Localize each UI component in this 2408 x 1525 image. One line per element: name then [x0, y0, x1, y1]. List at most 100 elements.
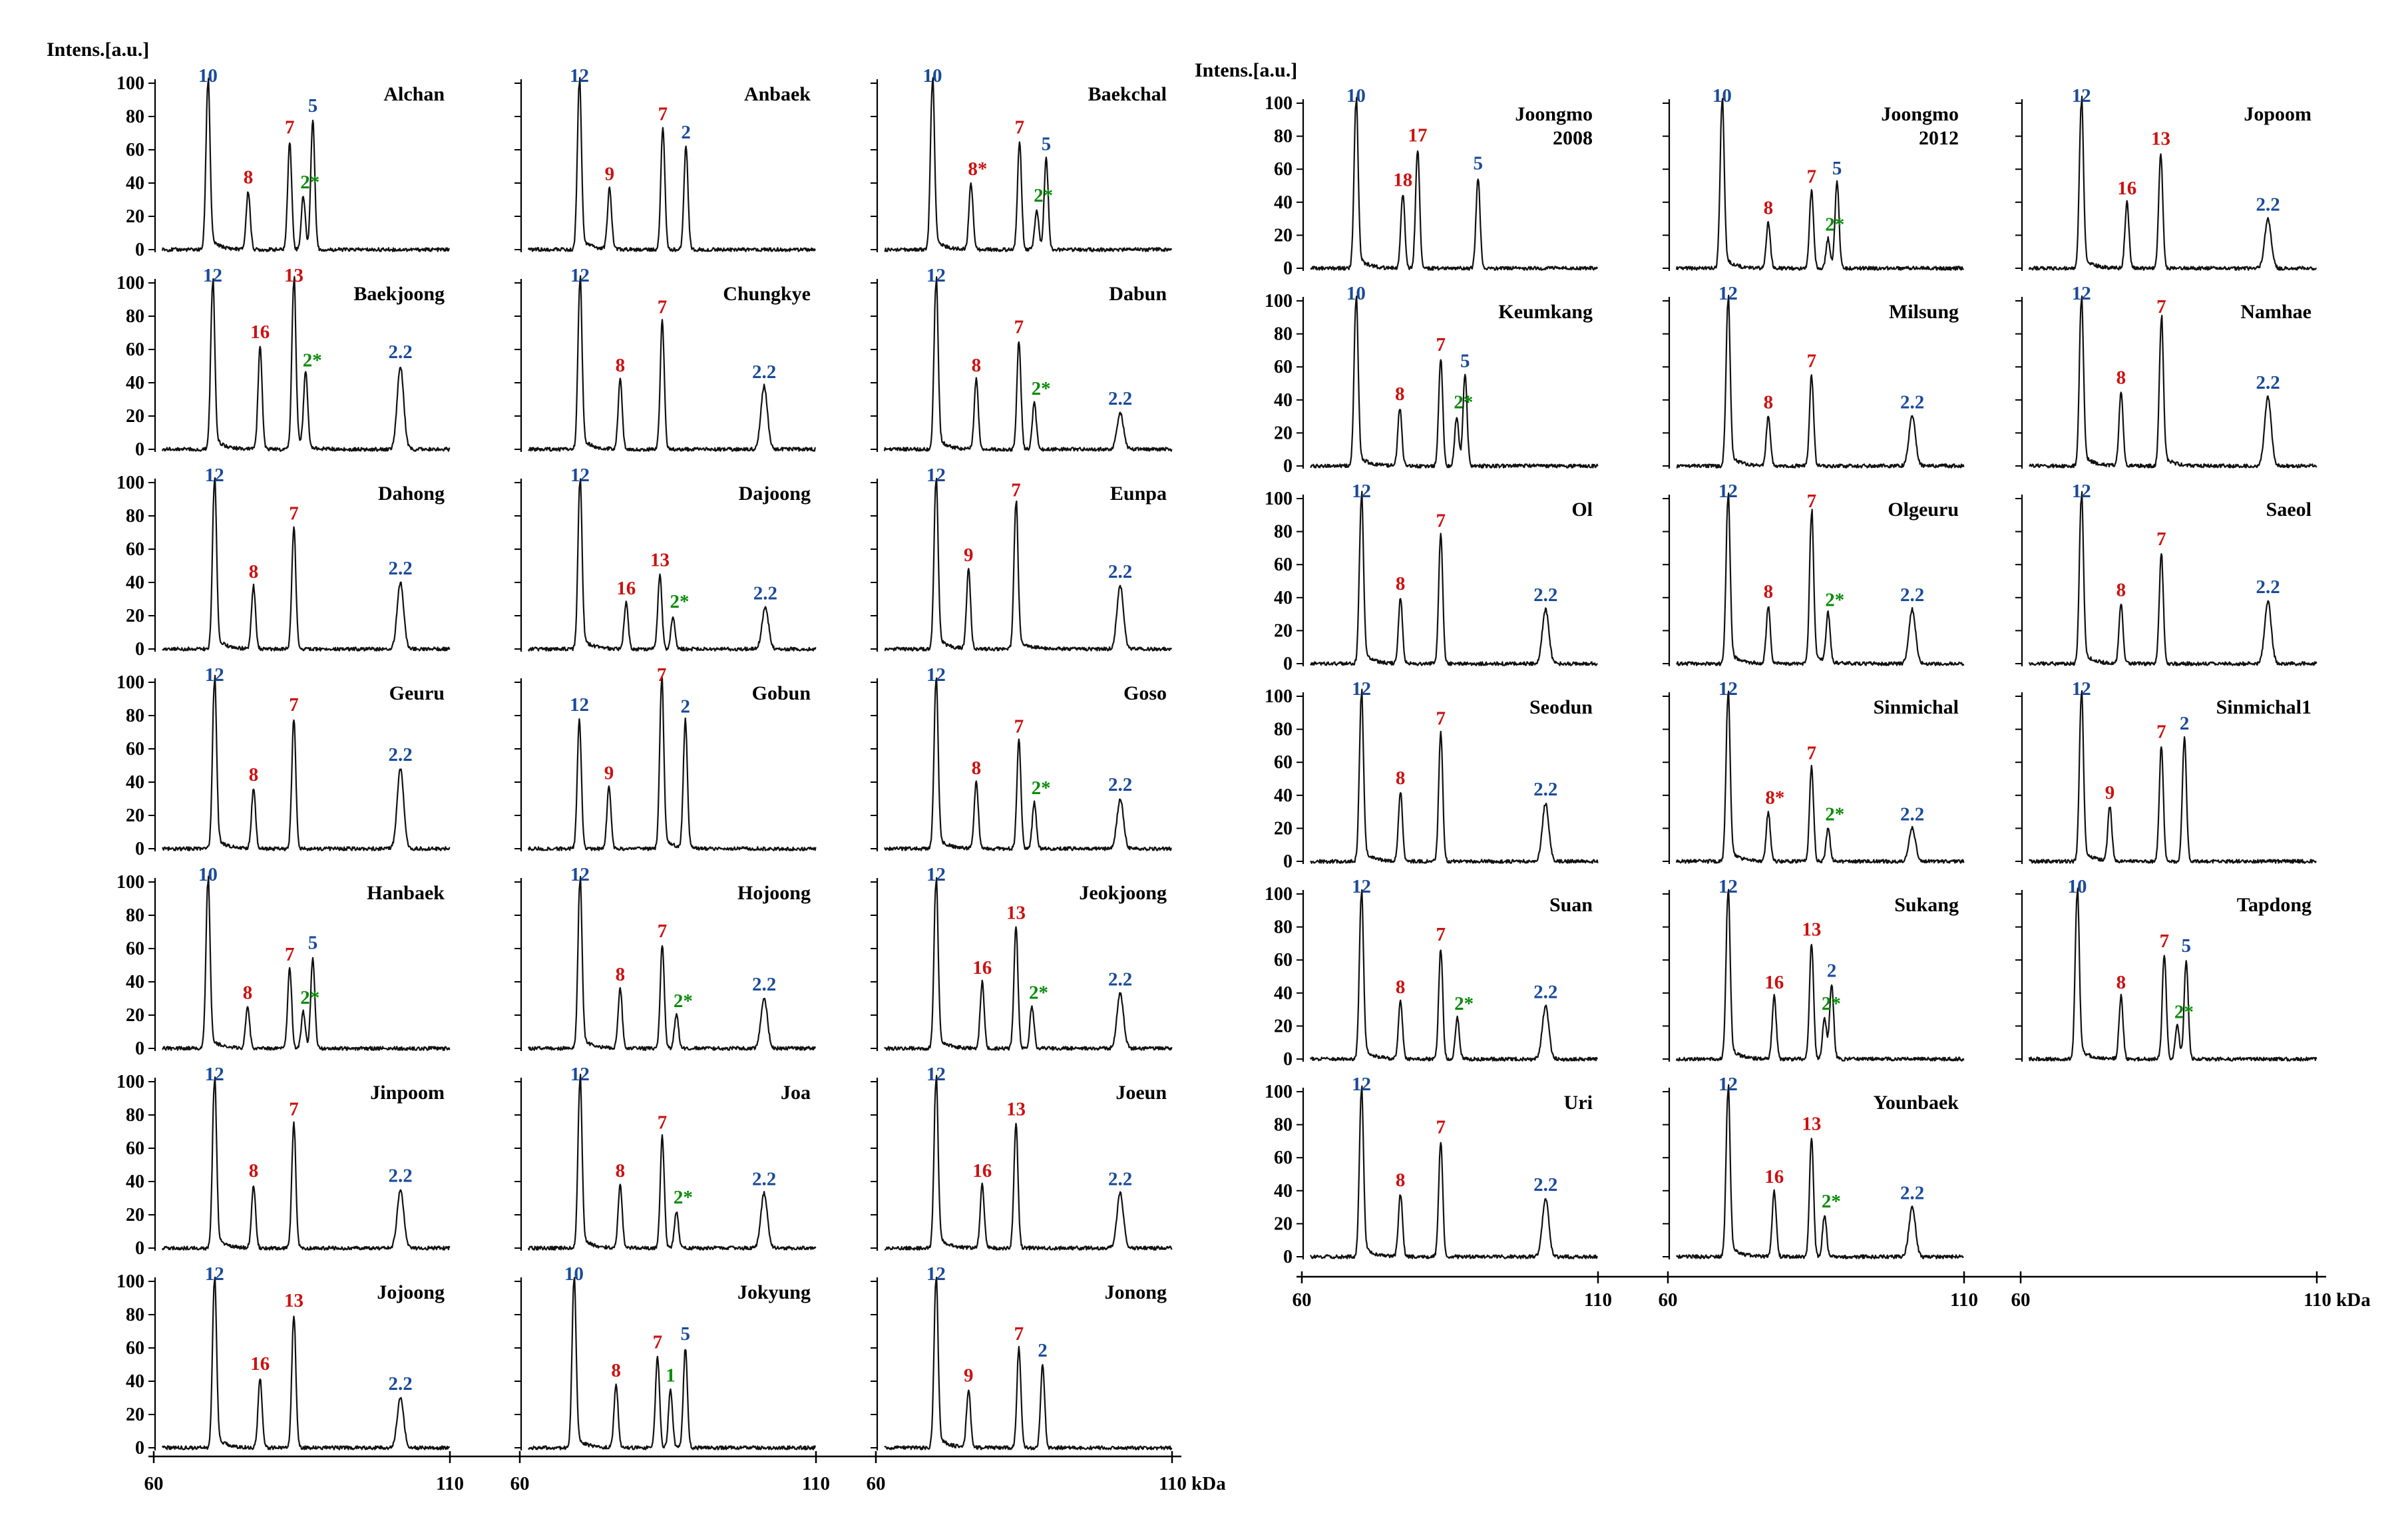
y-tick-label: 0 — [1283, 654, 1293, 674]
peak-label-2: 2 — [681, 122, 691, 143]
x-tick-label: 60 — [2011, 1289, 2031, 1311]
y-tick-label: 40 — [126, 1172, 144, 1192]
y-tick-label: 60 — [126, 939, 144, 959]
intensity-trace — [2028, 491, 2317, 666]
peak-label-8: 8 — [244, 167, 254, 188]
intensity-trace — [1676, 294, 1965, 469]
peak-label-7: 7 — [1014, 317, 1024, 338]
intensity-trace — [1675, 1084, 1964, 1259]
y-tick-label: 0 — [135, 1238, 144, 1259]
peak-label-9: 9 — [964, 545, 974, 566]
peak-label-7: 7 — [1807, 743, 1817, 764]
y-tick-label: 40 — [1274, 390, 1293, 411]
x-tick-label: 110 — [1950, 1289, 1978, 1311]
peak-label-12: 12 — [570, 65, 589, 87]
peak-label-8: 8 — [2116, 972, 2126, 993]
peak-label-2.2: 2.2 — [752, 1169, 776, 1190]
intensity-trace — [1675, 690, 1965, 864]
panel-ol: 100 80 60 40 20 0 12 8 7 2.2 Ol — [1265, 481, 1598, 674]
peak-label-2.2: 2.2 — [1533, 779, 1557, 800]
cultivar-name: Jopoom — [2244, 103, 2311, 125]
intensity-trace — [1310, 295, 1599, 469]
panel-baekjoong: 100 80 60 40 20 0 12 16 13 2* 2.2 Baekjoong — [116, 265, 451, 460]
x-tick-label: 60 — [867, 1473, 886, 1494]
peak-label-5: 5 — [1042, 134, 1052, 155]
peak-label-10: 10 — [564, 1263, 584, 1285]
peak-label-7: 7 — [2156, 296, 2166, 318]
y-tick-label: 40 — [1274, 785, 1293, 806]
peak-label-13: 13 — [1802, 1113, 1821, 1134]
y-tick-label: 100 — [1265, 686, 1293, 707]
peak-label-12: 12 — [1352, 678, 1371, 700]
panel-geuru: 100 80 60 40 20 0 12 8 7 2.2 Geuru — [116, 664, 451, 859]
panel-chungkye: 12 8 7 2.2 Chungkye — [514, 265, 816, 452]
peak-label-13: 13 — [2151, 128, 2170, 149]
peak-label-5: 5 — [1460, 351, 1470, 372]
panel-tapdong: 10 8 7 2* 5 Tapdong — [2015, 876, 2317, 1062]
peak-label-7: 7 — [285, 117, 295, 138]
y-tick-label: 100 — [116, 73, 144, 94]
peak-label-16: 16 — [1764, 1166, 1784, 1188]
peak-label-12: 12 — [205, 465, 224, 486]
cultivar-name: Sukang — [1894, 894, 1959, 916]
intensity-trace — [161, 674, 451, 851]
peak-label-16: 16 — [1764, 972, 1784, 993]
cultivar-name: Hojoong — [737, 882, 811, 904]
cultivar-name: Seodun — [1529, 696, 1593, 718]
chart-panels: 10080604020010872*5Alchan12972Anbaek108*… — [116, 65, 2317, 1458]
peak-label-12: 12 — [570, 1064, 590, 1085]
y-tick-label: 80 — [1274, 1115, 1293, 1136]
peak-label-2*: 2* — [1029, 982, 1048, 1004]
peak-label-5: 5 — [308, 933, 318, 954]
y-tick-label: 60 — [126, 140, 144, 160]
cultivar-name: 2008 — [1553, 127, 1593, 149]
peak-label-2.2: 2.2 — [1108, 774, 1132, 795]
peak-label-12: 12 — [570, 864, 590, 885]
cultivar-name: Jeokjoong — [1079, 882, 1167, 904]
peak-label-7: 7 — [285, 944, 295, 965]
peak-label-2*: 2* — [1034, 185, 1053, 206]
cultivar-name: Dajoong — [739, 483, 811, 505]
peak-label-10: 10 — [1346, 85, 1366, 107]
peak-label-12: 12 — [1718, 481, 1738, 502]
cultivar-name: Sinmichal — [1874, 696, 1959, 718]
x-tick-label: 60 — [1659, 1289, 1678, 1311]
peak-label-12: 12 — [1352, 1074, 1371, 1095]
y-tick-label: 40 — [1274, 983, 1293, 1004]
peak-label-2*: 2* — [1825, 803, 1844, 825]
intensity-trace — [162, 477, 451, 652]
intensity-trace — [883, 276, 1173, 452]
peak-label-12: 12 — [2072, 283, 2091, 304]
peak-label-2: 2 — [1827, 960, 1837, 981]
peak-label-8: 8 — [2116, 580, 2126, 601]
intensity-trace — [1310, 97, 1599, 271]
y-tick-label: 80 — [126, 1105, 144, 1126]
y-tick-label: 60 — [1274, 554, 1293, 575]
peak-label-2.2: 2.2 — [2256, 372, 2280, 393]
intensity-trace — [1310, 688, 1599, 864]
peak-label-7: 7 — [1807, 351, 1817, 372]
panel-namhae: 12 8 7 2.2 Namhae — [2015, 283, 2317, 469]
peak-label-2.2: 2.2 — [752, 361, 776, 383]
peak-label-7: 7 — [2156, 529, 2166, 550]
peak-label-9: 9 — [964, 1365, 974, 1387]
y-tick-label: 20 — [1274, 620, 1293, 641]
peak-label-8: 8 — [1764, 581, 1774, 602]
intensity-trace — [2028, 887, 2317, 1062]
peak-label-2: 2 — [2180, 713, 2190, 734]
panel-anbaek: 12 9 72 Anbaek — [514, 65, 816, 252]
peak-label-8: 8 — [249, 561, 259, 582]
peak-label-8: 8 — [1396, 573, 1406, 594]
cultivar-name: Jinpoom — [370, 1082, 445, 1104]
intensity-trace — [161, 875, 451, 1051]
peak-label-12: 12 — [2072, 481, 2091, 502]
y-tick-label: 0 — [1283, 258, 1293, 279]
panel-jokyung: 10 8 715 Jokyung — [514, 1263, 816, 1450]
peak-label-13: 13 — [284, 1290, 303, 1311]
peak-label-13: 13 — [1006, 903, 1026, 924]
peak-label-2*: 2* — [2174, 1001, 2194, 1022]
y-tick-label: 60 — [1274, 357, 1293, 377]
peak-label-1: 1 — [666, 1365, 676, 1387]
peak-label-9: 9 — [2105, 782, 2115, 803]
y-tick-label: 80 — [126, 107, 144, 127]
